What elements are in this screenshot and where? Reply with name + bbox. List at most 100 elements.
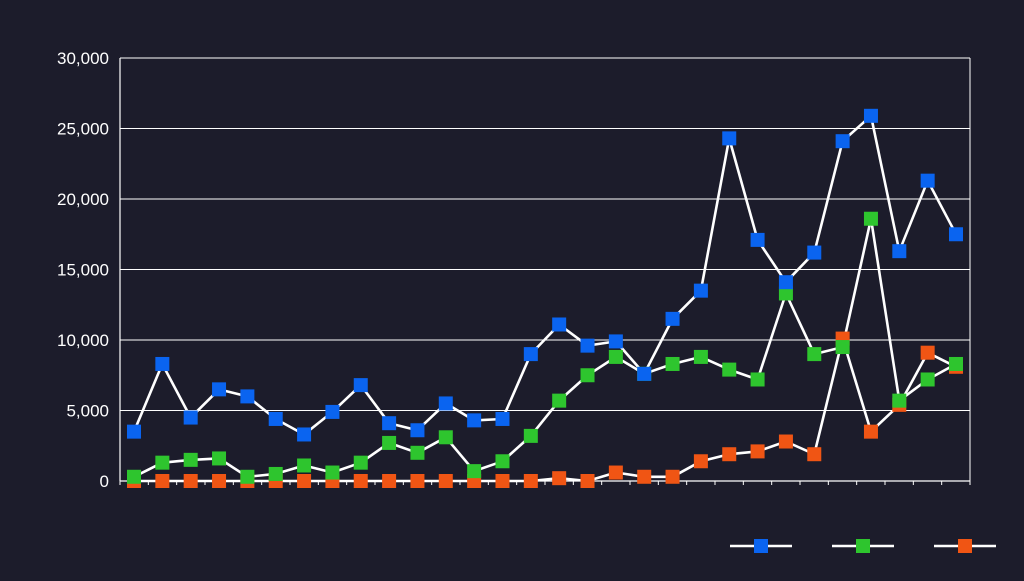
series-1-point <box>552 317 567 332</box>
series-3-point <box>637 469 652 484</box>
series-1-point <box>807 245 822 260</box>
series-3-point <box>665 469 680 484</box>
series-3-point <box>155 474 170 488</box>
series-line-3 <box>132 337 958 483</box>
series-1-point <box>637 366 652 381</box>
series-1-point <box>580 338 595 353</box>
series-1-point <box>495 411 510 426</box>
series-3-point <box>778 434 793 449</box>
series-1-point <box>297 427 312 442</box>
series-2-point <box>523 428 538 443</box>
series-1-point <box>353 378 368 393</box>
series-3-point <box>438 474 453 488</box>
series-3-point <box>863 424 878 439</box>
series-1-point <box>750 232 765 247</box>
series-2-point <box>127 469 141 484</box>
series-3-point <box>920 345 935 360</box>
series-2-point <box>467 464 482 479</box>
series-1-point <box>608 334 623 349</box>
series-2-point <box>608 349 623 364</box>
series-2-point <box>495 454 510 469</box>
series-3-point <box>750 444 765 459</box>
series-2-point <box>155 455 170 470</box>
series-3-point <box>183 474 198 488</box>
y-tick-label: 10,000 <box>57 331 109 350</box>
series-2-point <box>750 372 765 387</box>
series-3-point <box>297 474 312 488</box>
series-1-point <box>523 347 538 362</box>
series-2-point <box>353 455 368 470</box>
series-3-point <box>523 474 538 488</box>
series-1-point <box>438 396 453 411</box>
legend <box>730 539 996 553</box>
series-3-point <box>382 474 397 488</box>
series-1-point <box>155 356 170 371</box>
series-3-point <box>495 474 510 488</box>
series-1-point <box>240 389 255 404</box>
y-tick-labels: 0 5,000 10,000 15,000 20,000 25,000 30,000 <box>57 49 109 491</box>
series-group <box>127 108 963 488</box>
series-2-point <box>693 349 708 364</box>
series-1-point <box>325 404 340 419</box>
series-1-point <box>863 108 878 123</box>
y-tick-label: 15,000 <box>57 261 109 280</box>
series-3-point <box>807 447 822 462</box>
series-2-point <box>665 356 680 371</box>
series-1-point <box>183 410 198 425</box>
series-1-point <box>382 416 397 431</box>
series-1-point <box>722 131 737 146</box>
series-2-point <box>722 362 737 377</box>
series-1-point <box>467 413 482 428</box>
y-tick-label: 20,000 <box>57 190 109 209</box>
series-2-point <box>778 286 793 301</box>
legend-entry-3 <box>934 539 996 553</box>
series-2-point <box>949 356 963 371</box>
legend-marker <box>958 539 972 553</box>
series-2-point <box>438 430 453 445</box>
series-2-point <box>325 465 340 480</box>
series-1-point <box>835 134 850 149</box>
series-2-point <box>835 340 850 355</box>
series-3-point <box>212 474 227 488</box>
axes <box>119 58 971 485</box>
legend-marker <box>856 539 870 553</box>
series-1-point <box>892 244 907 259</box>
legend-marker <box>754 539 768 553</box>
series-1-point <box>949 227 963 242</box>
series-2-point <box>183 452 198 467</box>
series-1-point <box>212 382 227 397</box>
y-tick-label: 0 <box>100 472 109 491</box>
series-2-point <box>863 211 878 226</box>
series-3-point <box>353 474 368 488</box>
series-2-point <box>382 435 397 450</box>
series-2-point <box>920 372 935 387</box>
series-1-point <box>778 275 793 290</box>
series-line-1 <box>132 114 958 436</box>
series-2-point <box>212 451 227 466</box>
series-2-point <box>268 466 283 481</box>
series-line-2 <box>132 217 958 479</box>
series-2-point <box>552 393 567 408</box>
series-1-point <box>693 283 708 298</box>
series-3-point <box>410 474 425 488</box>
series-2-point <box>807 347 822 362</box>
series-1-point <box>665 311 680 326</box>
series-3-point <box>552 471 567 486</box>
series-2-point <box>892 393 907 408</box>
series-3-point <box>693 454 708 469</box>
y-tick-label: 30,000 <box>57 49 109 68</box>
series-1-point <box>268 411 283 426</box>
legend-entry-1 <box>730 539 792 553</box>
series-1-point <box>920 173 935 188</box>
series-3-point <box>608 465 623 480</box>
gridlines <box>120 57 970 411</box>
legend-entry-2 <box>832 539 894 553</box>
series-2-point <box>580 368 595 383</box>
y-tick-label: 5,000 <box>66 402 109 421</box>
series-1-point <box>410 423 425 438</box>
series-3-point <box>722 447 737 462</box>
series-2-point <box>297 458 312 473</box>
series-2-point <box>410 445 425 460</box>
